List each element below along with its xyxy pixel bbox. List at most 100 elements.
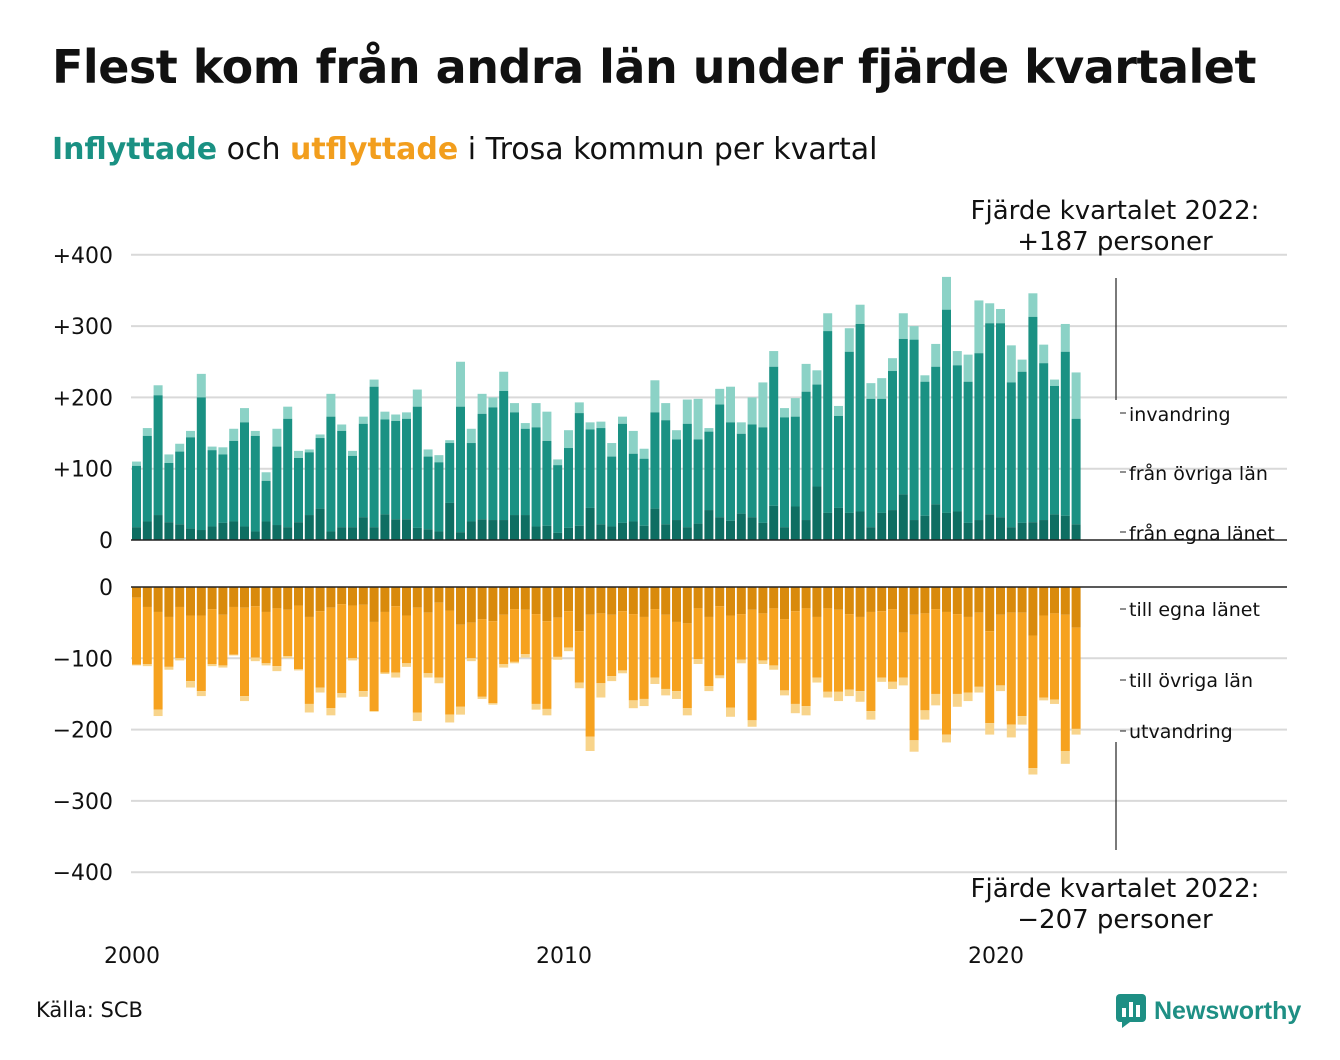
bar-utvandring — [693, 659, 703, 665]
bar-fran-egna-lanet — [380, 514, 390, 540]
bar-fran-ovriga-lan — [801, 391, 811, 521]
bar-till-ovriga-lan — [985, 631, 995, 724]
bar-fran-ovriga-lan — [715, 404, 725, 518]
bar-fran-egna-lanet — [693, 523, 703, 540]
bar-till-egna-lanet — [499, 587, 509, 615]
bar-fran-egna-lanet — [607, 526, 617, 540]
bar-utvandring — [1039, 697, 1049, 701]
bar-invandring — [585, 422, 595, 430]
bar-fran-egna-lanet — [639, 525, 649, 540]
bar-till-ovriga-lan — [412, 607, 422, 713]
bar-fran-ovriga-lan — [596, 428, 606, 525]
bar-fran-egna-lanet — [1017, 522, 1027, 540]
bar-till-ovriga-lan — [672, 621, 681, 692]
bar-utvandring — [607, 676, 617, 682]
bar-till-egna-lanet — [283, 587, 293, 610]
bar-utvandring — [715, 675, 725, 679]
bar-till-egna-lanet — [855, 587, 865, 617]
bar-till-egna-lanet — [488, 587, 498, 622]
bar-till-ovriga-lan — [369, 621, 379, 712]
bar-invandring — [153, 385, 163, 396]
bar-utvandring — [855, 691, 865, 702]
bar-utvandring — [412, 712, 422, 722]
bar-fran-egna-lanet — [780, 527, 789, 540]
bar-invandring — [898, 313, 908, 339]
bar-fran-ovriga-lan — [1071, 418, 1081, 525]
bar-fran-egna-lanet — [1071, 524, 1081, 540]
bar-utvandring — [758, 660, 768, 665]
bar-fran-ovriga-lan — [510, 412, 519, 516]
bar-till-egna-lanet — [326, 587, 336, 608]
bar-fran-ovriga-lan — [142, 435, 152, 522]
newsworthy-logo[interactable]: Newsworthy — [1116, 993, 1301, 1029]
bar-invandring — [175, 443, 185, 452]
y-tick-label: 0 — [99, 576, 113, 601]
bar-utvandring — [358, 691, 368, 697]
bar-till-egna-lanet — [661, 587, 671, 615]
bar-till-egna-lanet — [715, 587, 725, 607]
bar-till-ovriga-lan — [1017, 612, 1027, 717]
bar-till-ovriga-lan — [423, 612, 433, 674]
y-tick-label: +400 — [53, 244, 113, 269]
bar-fran-egna-lanet — [391, 519, 401, 540]
bar-till-egna-lanet — [564, 587, 573, 612]
bar-invandring — [1017, 359, 1027, 372]
bar-utvandring — [844, 689, 854, 697]
bar-fran-ovriga-lan — [888, 371, 897, 511]
bar-till-ovriga-lan — [445, 610, 455, 715]
bar-till-egna-lanet — [920, 587, 930, 614]
bar-fran-ovriga-lan — [240, 422, 249, 527]
bar-till-ovriga-lan — [294, 605, 303, 669]
bar-till-egna-lanet — [553, 587, 563, 618]
bar-fran-ovriga-lan — [812, 384, 822, 487]
annotation-top-line2: +187 personer — [1017, 227, 1213, 257]
bar-till-egna-lanet — [186, 587, 195, 616]
bar-utvandring — [985, 723, 995, 735]
bar-till-egna-lanet — [812, 587, 822, 617]
bar-fran-egna-lanet — [456, 532, 465, 540]
bar-till-ovriga-lan — [920, 613, 930, 711]
bar-till-ovriga-lan — [1028, 635, 1038, 769]
bar-till-egna-lanet — [996, 587, 1005, 615]
bar-utvandring — [510, 661, 519, 664]
bar-invandring — [866, 383, 876, 399]
bar-till-ovriga-lan — [283, 609, 293, 657]
bar-fran-egna-lanet — [520, 515, 530, 540]
bar-fran-ovriga-lan — [229, 440, 239, 522]
annotation-bottom-line2: −207 personer — [1017, 905, 1213, 935]
bar-fran-egna-lanet — [628, 521, 638, 540]
bar-fran-ovriga-lan — [693, 439, 703, 524]
bar-fran-ovriga-lan — [283, 418, 293, 528]
bar-till-ovriga-lan — [931, 609, 941, 694]
bar-invandring — [142, 428, 152, 436]
bar-fran-egna-lanet — [499, 520, 509, 540]
y-tick-label: +100 — [53, 458, 113, 483]
bar-fran-egna-lanet — [844, 512, 854, 540]
bar-utvandring — [542, 708, 552, 716]
bar-fran-ovriga-lan — [704, 431, 714, 511]
bar-invandring — [542, 411, 552, 441]
bar-till-ovriga-lan — [531, 614, 541, 704]
bar-till-egna-lanet — [1071, 587, 1081, 628]
bar-utvandring — [499, 664, 509, 668]
bar-invandring — [196, 373, 206, 398]
bar-utvandring — [348, 658, 357, 661]
bar-fran-ovriga-lan — [337, 430, 347, 528]
bar-fran-egna-lanet — [294, 522, 303, 540]
bar-utvandring — [240, 696, 249, 702]
bar-till-ovriga-lan — [186, 615, 195, 682]
bar-till-egna-lanet — [337, 587, 347, 605]
bar-fran-egna-lanet — [974, 520, 984, 540]
bar-fran-egna-lanet — [855, 511, 865, 540]
bar-invandring — [628, 430, 638, 454]
bar-till-egna-lanet — [434, 587, 444, 603]
bar-till-egna-lanet — [250, 587, 260, 607]
bar-utvandring — [423, 673, 433, 678]
bar-till-egna-lanet — [790, 587, 800, 612]
bar-fran-egna-lanet — [942, 512, 951, 540]
bar-till-egna-lanet — [531, 587, 541, 615]
bar-fran-egna-lanet — [488, 520, 498, 540]
bar-utvandring — [164, 666, 174, 670]
bar-till-ovriga-lan — [996, 614, 1005, 686]
bar-fran-ovriga-lan — [520, 428, 530, 516]
